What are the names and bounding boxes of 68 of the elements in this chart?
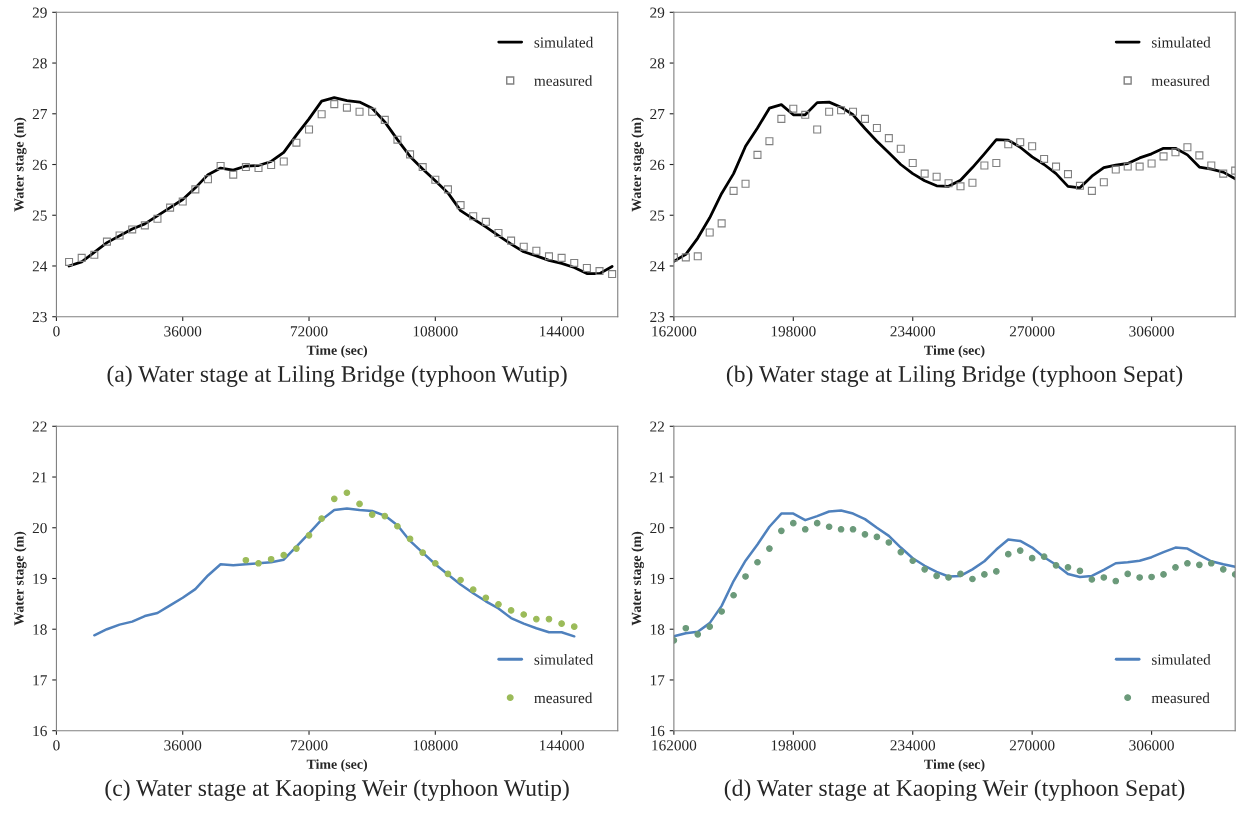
legend-label: measured: [534, 75, 593, 86]
y-tick-label: 29: [32, 7, 47, 18]
x-tick-label: 234000: [890, 740, 936, 751]
y-tick-label: 22: [650, 421, 665, 432]
x-axis-title: Time (sec): [924, 345, 985, 358]
y-axis-title: Water stage (m): [631, 531, 645, 626]
y-axis-title: Water stage (m): [13, 531, 27, 626]
y-tick-label: 24: [650, 261, 665, 272]
y-tick-label: 20: [32, 522, 47, 534]
x-tick-label: 198000: [771, 740, 816, 751]
text: (b) Water stage at Liling Bridge (typhoon Sepat): [726, 365, 1183, 387]
y-tick-label: 25: [32, 210, 47, 221]
y-tick-label: 17: [33, 675, 47, 686]
x-axis-title: Time (sec): [306, 759, 368, 772]
x-tick-label: 144000: [540, 740, 584, 751]
legend-label: measured: [1151, 692, 1210, 704]
legend-label: measured: [534, 692, 593, 704]
x-tick-label: 36000: [164, 740, 202, 751]
y-tick-label: 18: [33, 624, 47, 635]
y-tick-label: 21: [650, 472, 664, 483]
legend-label: simulated: [1151, 654, 1211, 665]
legend-label: simulated: [534, 36, 594, 48]
y-tick-label: 19: [650, 573, 665, 584]
y-tick-label: 27: [32, 108, 47, 120]
x-tick-label: 108000: [413, 740, 458, 751]
x-tick-label: 144000: [540, 326, 584, 337]
y-tick-label: 23: [650, 311, 665, 323]
x-tick-label: 72000: [290, 326, 328, 337]
y-axis-title: Water stage (m): [631, 117, 645, 212]
y-tick-label: 29: [650, 7, 665, 18]
y-tick-label: 27: [650, 108, 665, 120]
y-tick-label: 21: [32, 472, 47, 483]
x-tick-label: 36000: [164, 326, 202, 337]
x-tick-label: 0: [53, 740, 60, 751]
x-tick-label: 198000: [771, 326, 816, 337]
text: (c) Water stage at Kaoping Weir (typhoon Wutip): [105, 779, 569, 801]
x-tick-label: 306000: [1129, 740, 1174, 751]
y-tick-label: 19: [33, 573, 47, 584]
y-tick-label: 26: [650, 159, 665, 170]
y-tick-label: 26: [32, 159, 47, 170]
legend-label: measured: [1151, 75, 1210, 86]
legend-label: simulated: [534, 654, 594, 665]
x-axis-title: Time (sec): [306, 345, 368, 358]
y-tick-label: 28: [650, 58, 665, 69]
x-tick-label: 108000: [413, 326, 458, 337]
x-axis-title: Time (sec): [924, 759, 985, 772]
y-axis-title: Water stage (m): [13, 117, 27, 212]
x-tick-label: 162000: [652, 326, 697, 337]
y-tick-label: 22: [32, 421, 47, 432]
y-tick-label: 24: [32, 261, 48, 272]
x-tick-label: 270000: [1009, 740, 1055, 751]
y-tick-label: 17: [650, 675, 665, 686]
y-tick-label: 16: [33, 725, 47, 737]
x-tick-label: 0: [53, 326, 60, 337]
x-tick-label: 72000: [290, 740, 328, 751]
y-tick-label: 25: [650, 210, 665, 221]
text: (d) Water stage at Kaoping Weir (typhoon Sepat): [724, 779, 1185, 801]
x-tick-label: 270000: [1009, 326, 1055, 337]
y-tick-label: 18: [650, 624, 665, 635]
text: (a) Water stage at Liling Bridge (typhoon Wutip): [107, 365, 567, 387]
y-tick-label: 23: [32, 311, 47, 323]
y-tick-label: 16: [650, 725, 665, 737]
y-tick-label: 28: [32, 58, 47, 69]
x-tick-label: 162000: [652, 740, 697, 751]
y-tick-label: 20: [650, 522, 665, 534]
legend-label: simulated: [1151, 36, 1211, 48]
x-tick-label: 306000: [1129, 326, 1174, 337]
x-tick-label: 234000: [890, 326, 936, 337]
